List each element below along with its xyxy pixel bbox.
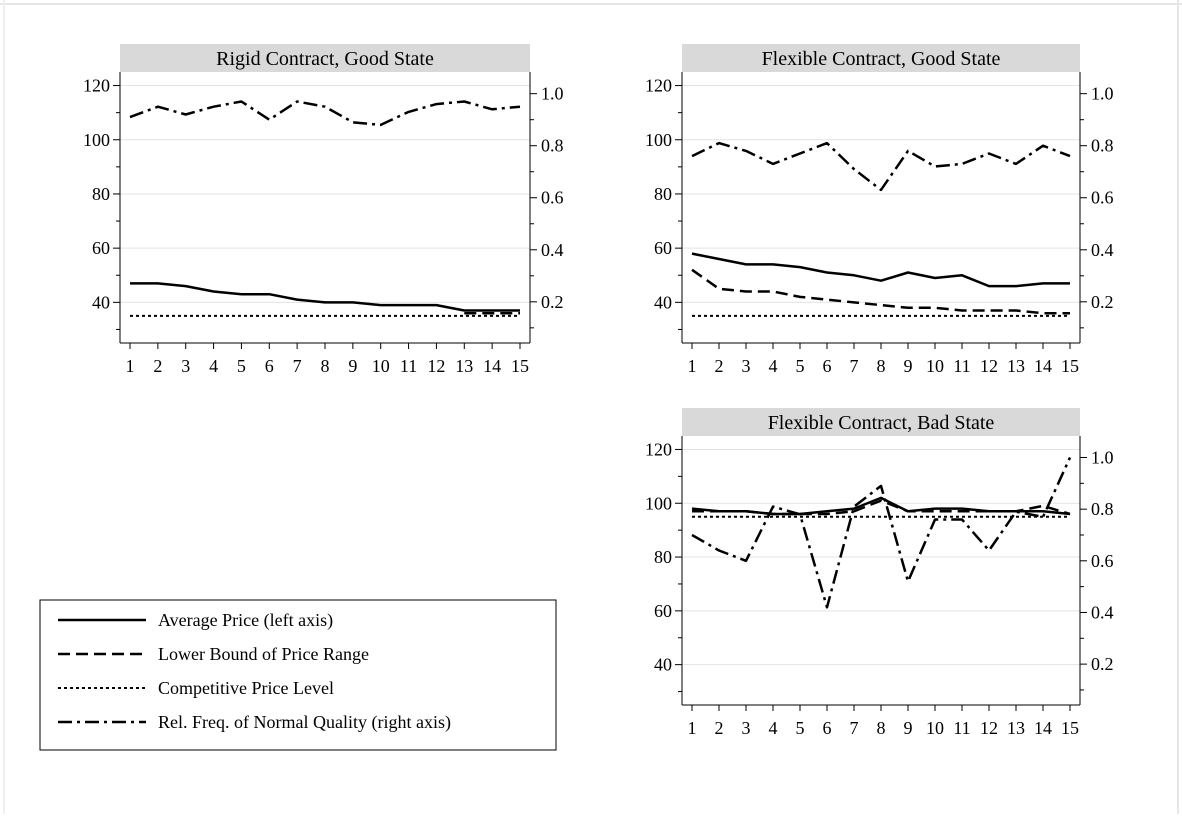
legend-label-average-price: Average Price (left axis) bbox=[158, 610, 333, 631]
x-tick-label: 11 bbox=[400, 356, 417, 376]
x-tick-label: 3 bbox=[742, 718, 751, 738]
x-tick-label: 5 bbox=[796, 718, 805, 738]
y-right-tick-label: 0.6 bbox=[1091, 188, 1114, 208]
y-right-tick-label: 1.0 bbox=[1091, 84, 1114, 104]
legend-label-competitive-price: Competitive Price Level bbox=[158, 678, 334, 698]
y-right-tick-label: 0.8 bbox=[1091, 499, 1114, 519]
legend-label-normal-quality: Rel. Freq. of Normal Quality (right axis… bbox=[158, 712, 451, 733]
panel-title: Flexible Contract, Good State bbox=[762, 48, 1001, 70]
x-tick-label: 4 bbox=[769, 356, 778, 376]
x-tick-label: 10 bbox=[926, 356, 944, 376]
x-tick-label: 13 bbox=[1007, 718, 1025, 738]
x-tick-label: 1 bbox=[126, 356, 135, 376]
y-left-tick-label: 120 bbox=[645, 439, 672, 459]
panel-title: Rigid Contract, Good State bbox=[216, 48, 434, 70]
x-tick-label: 6 bbox=[823, 718, 832, 738]
panel-title-bar bbox=[120, 44, 530, 72]
x-tick-label: 13 bbox=[1007, 356, 1025, 376]
panel-title: Flexible Contract, Bad State bbox=[768, 412, 995, 434]
x-tick-label: 10 bbox=[926, 718, 944, 738]
y-left-tick-label: 120 bbox=[645, 76, 672, 96]
y-left-tick-label: 80 bbox=[654, 184, 672, 204]
y-left-tick-label: 40 bbox=[92, 292, 110, 312]
x-tick-label: 13 bbox=[455, 356, 473, 376]
y-right-tick-label: 0.4 bbox=[1091, 240, 1114, 260]
series-line bbox=[129, 100, 521, 127]
x-tick-label: 3 bbox=[742, 356, 751, 376]
x-tick-label: 8 bbox=[877, 356, 886, 376]
y-right-tick-label: 0.6 bbox=[541, 188, 564, 208]
x-tick-label: 15 bbox=[1061, 718, 1079, 738]
x-tick-label: 6 bbox=[823, 356, 832, 376]
y-left-tick-label: 120 bbox=[83, 76, 110, 96]
series-line bbox=[692, 499, 1071, 516]
x-tick-label: 1 bbox=[688, 718, 697, 738]
panel-flexible-good: Flexible Contract, Good State 40 60 80 100 12… bbox=[645, 44, 1114, 376]
y-right-tick-label: 0.4 bbox=[541, 240, 564, 260]
x-tick-label: 12 bbox=[980, 356, 998, 376]
panel-title-bar bbox=[682, 44, 1080, 72]
x-tick-label: 12 bbox=[980, 718, 998, 738]
y-right-tick-label: 0.2 bbox=[1091, 654, 1114, 674]
series-line bbox=[130, 282, 520, 312]
x-tick-label: 7 bbox=[850, 356, 859, 376]
x-tick-label: 6 bbox=[265, 356, 274, 376]
x-tick-label: 8 bbox=[877, 718, 886, 738]
x-tick-label: 11 bbox=[953, 718, 970, 738]
y-right-tick-label: 0.4 bbox=[1091, 602, 1114, 622]
y-left-tick-label: 100 bbox=[645, 130, 672, 150]
series-line bbox=[691, 456, 1072, 609]
x-tick-label: 5 bbox=[237, 356, 246, 376]
x-tick-label: 7 bbox=[850, 718, 859, 738]
x-tick-label: 12 bbox=[427, 356, 445, 376]
panel-title-bar bbox=[682, 408, 1080, 436]
y-right-tick-label: 1.0 bbox=[541, 84, 564, 104]
y-left-tick-label: 40 bbox=[654, 292, 672, 312]
y-right-tick-label: 0.6 bbox=[1091, 551, 1114, 571]
legend: Average Price (left axis) Lower Bound of… bbox=[39, 599, 557, 751]
x-tick-label: 15 bbox=[511, 356, 529, 376]
x-tick-label: 14 bbox=[1034, 718, 1052, 738]
y-left-tick-label: 80 bbox=[92, 184, 110, 204]
x-tick-label: 14 bbox=[483, 356, 501, 376]
x-tick-label: 15 bbox=[1061, 356, 1079, 376]
y-left-tick-label: 100 bbox=[645, 493, 672, 513]
y-left-tick-label: 40 bbox=[654, 655, 672, 675]
x-tick-label: 14 bbox=[1034, 356, 1052, 376]
x-tick-label: 4 bbox=[769, 718, 778, 738]
y-left-tick-label: 60 bbox=[92, 238, 110, 258]
x-tick-label: 8 bbox=[321, 356, 330, 376]
y-right-tick-label: 0.8 bbox=[541, 136, 564, 156]
y-right-tick-label: 0.2 bbox=[541, 292, 564, 312]
y-right-tick-label: 0.8 bbox=[1091, 136, 1114, 156]
series-line bbox=[691, 141, 1071, 192]
y-right-tick-label: 1.0 bbox=[1091, 448, 1114, 468]
y-left-tick-label: 60 bbox=[654, 238, 672, 258]
y-left-tick-label: 60 bbox=[654, 601, 672, 621]
x-tick-label: 9 bbox=[904, 718, 913, 738]
x-tick-label: 11 bbox=[953, 356, 970, 376]
x-tick-label: 7 bbox=[293, 356, 302, 376]
legend-box bbox=[39, 599, 557, 751]
x-tick-label: 2 bbox=[715, 356, 724, 376]
y-right-tick-label: 0.2 bbox=[1091, 292, 1114, 312]
x-tick-label: 2 bbox=[153, 356, 162, 376]
x-tick-label: 3 bbox=[181, 356, 190, 376]
x-tick-label: 4 bbox=[209, 356, 218, 376]
y-left-tick-label: 100 bbox=[83, 130, 110, 150]
x-tick-label: 5 bbox=[796, 356, 805, 376]
x-tick-label: 10 bbox=[372, 356, 390, 376]
y-left-tick-label: 80 bbox=[654, 547, 672, 567]
x-tick-label: 2 bbox=[715, 718, 724, 738]
x-tick-label: 9 bbox=[348, 356, 357, 376]
series-line bbox=[691, 252, 1070, 288]
x-tick-label: 9 bbox=[904, 356, 913, 376]
legend-label-lower-bound: Lower Bound of Price Range bbox=[158, 644, 369, 664]
panel-rigid-good: Rigid Contract, Good State 40 60 80 100 120 0.… bbox=[83, 44, 564, 376]
panel-flexible-bad: Flexible Contract, Bad State406080100120… bbox=[645, 408, 1114, 738]
x-tick-label: 1 bbox=[688, 356, 697, 376]
